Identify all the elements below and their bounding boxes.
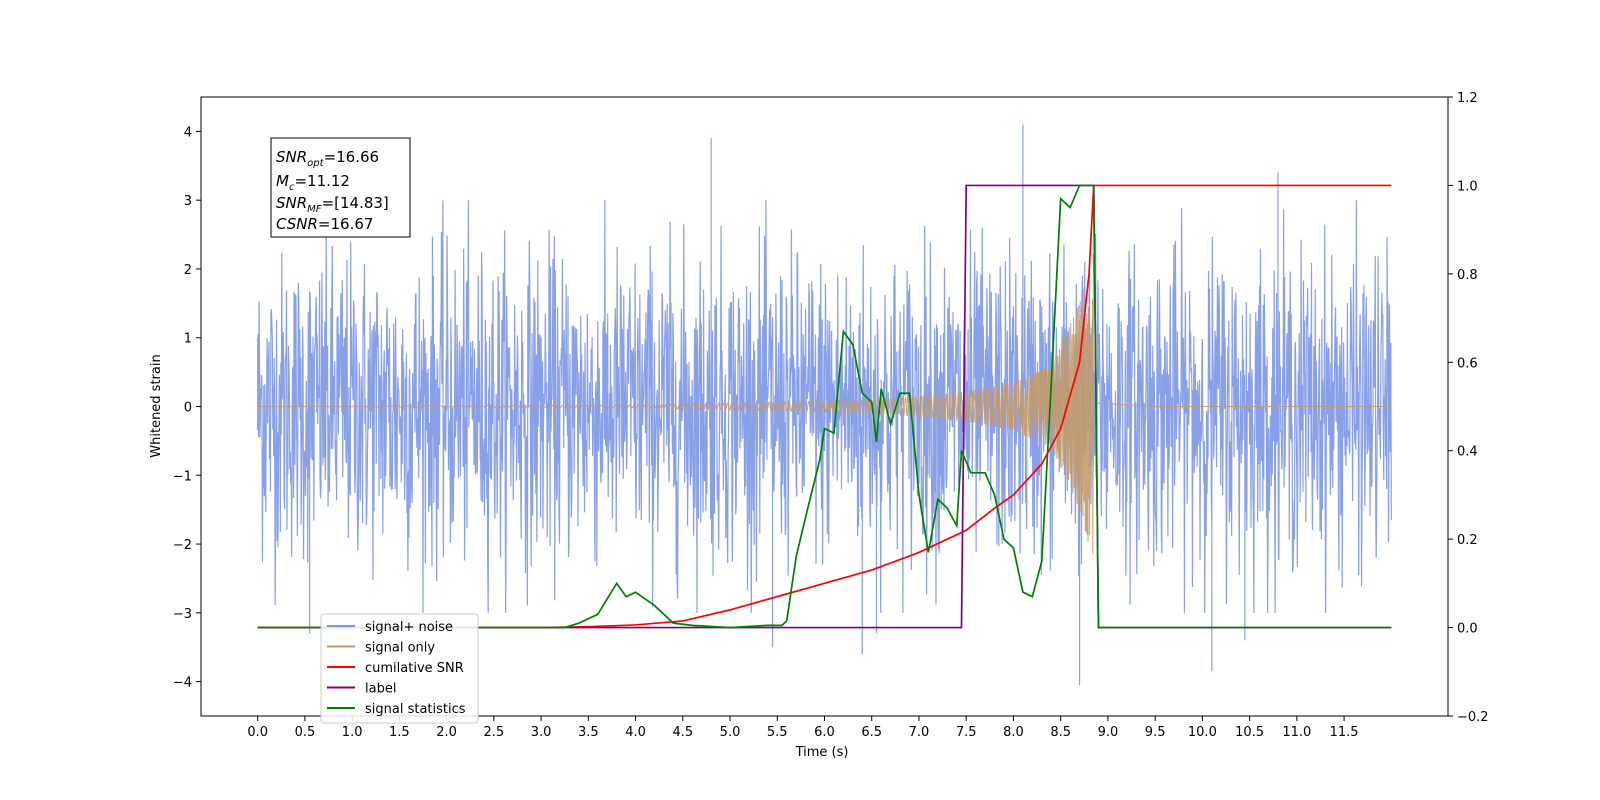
- y-left-tick-label: 4: [184, 125, 192, 140]
- series-signal-noise-line: [257, 124, 1392, 686]
- y-left-tick-label: −1: [173, 469, 192, 484]
- x-tick-label: 1.5: [389, 725, 410, 740]
- y-left-tick-label: 1: [184, 332, 192, 347]
- legend: signal+ noise signal only cumilative SNR la…: [320, 613, 479, 724]
- x-axis-ticks: 0.0 0.5 1.0 1.5 2.0 2.5 3.0 3.5 4.0 4.5 5.0 5.5 6.0 6…: [247, 716, 1359, 740]
- legend-label-signal-noise: signal+ noise: [365, 620, 453, 635]
- x-tick-label: 2.0: [436, 725, 457, 740]
- x-tick-label: 3.0: [531, 725, 552, 740]
- y-left-tick-label: −2: [173, 538, 192, 553]
- x-tick-label: 6.5: [861, 725, 882, 740]
- plot-series-layer: [257, 124, 1392, 686]
- annotation-frame: [270, 137, 411, 238]
- x-tick-label: 8.0: [1003, 725, 1024, 740]
- y-left-axis-ticks: 4 3 2 1 0 −1 −2 −3 −4: [173, 125, 201, 691]
- x-tick-label: 11.0: [1282, 725, 1311, 740]
- y-left-tick-label: 0: [184, 401, 192, 416]
- x-tick-label: 7.0: [909, 725, 930, 740]
- x-tick-label: 8.5: [1050, 725, 1071, 740]
- legend-frame: [320, 613, 479, 724]
- y-right-tick-label: 0.4: [1457, 445, 1478, 460]
- y-right-tick-label: 0.2: [1457, 533, 1478, 548]
- y-right-tick-label: 1.2: [1457, 91, 1478, 106]
- x-tick-label: 2.5: [484, 725, 505, 740]
- legend-label-signal-statistics: signal statistics: [365, 702, 466, 717]
- y-right-tick-label: −0.2: [1457, 710, 1489, 725]
- x-tick-label: 10.0: [1188, 725, 1217, 740]
- y-right-tick-label: 0.8: [1457, 268, 1478, 283]
- annotation-csnr: CSNR=16.67: [276, 215, 373, 233]
- series-signal-only-line: [257, 254, 1392, 555]
- x-tick-label: 9.5: [1145, 725, 1166, 740]
- annotation-mc: Mc=11.12: [276, 172, 350, 193]
- x-tick-label: 9.0: [1098, 725, 1119, 740]
- x-tick-label: 6.0: [814, 725, 835, 740]
- annotation-box: SNRopt=16.66 Mc=11.12 SNRMF=[14.83] CSNR…: [270, 137, 411, 238]
- x-tick-label: 7.5: [956, 725, 977, 740]
- x-tick-label: 4.5: [672, 725, 693, 740]
- y-right-tick-label: 0.6: [1457, 356, 1478, 371]
- x-tick-label: 5.5: [767, 725, 788, 740]
- annotation-snr-mf: SNRMF=[14.83]: [276, 194, 389, 215]
- x-tick-label: 3.5: [578, 725, 599, 740]
- x-tick-label: 0.5: [295, 725, 316, 740]
- annotation-snr-opt: SNRopt=16.66: [276, 148, 379, 169]
- x-tick-label: 11.5: [1330, 725, 1359, 740]
- series-cumilative-snr-line: [257, 184, 1392, 629]
- y-right-axis-ticks: 1.2 1.0 0.8 0.6 0.4 0.2 0.0 −0.2: [1448, 91, 1489, 725]
- legend-label-label: label: [365, 682, 396, 697]
- y-right-tick-label: 0.0: [1457, 622, 1478, 637]
- x-tick-label: 5.0: [720, 725, 741, 740]
- y-right-tick-label: 1.0: [1457, 179, 1478, 194]
- legend-label-signal-only: signal only: [365, 641, 435, 656]
- x-axis-label: Time (s): [795, 745, 849, 760]
- y-left-tick-label: 2: [184, 263, 192, 278]
- legend-label-cumilative-snr: cumilative SNR: [365, 661, 464, 676]
- y-left-tick-label: 3: [184, 194, 192, 209]
- y-left-tick-label: −3: [173, 607, 192, 622]
- x-tick-label: 10.5: [1235, 725, 1264, 740]
- y-axis-label: Whitened strain: [149, 354, 164, 457]
- x-tick-label: 4.0: [625, 725, 646, 740]
- y-left-tick-label: −4: [173, 676, 192, 691]
- x-tick-label: 1.0: [342, 725, 363, 740]
- series-signal-statistics-line: [257, 184, 1392, 629]
- x-tick-label: 0.0: [247, 725, 268, 740]
